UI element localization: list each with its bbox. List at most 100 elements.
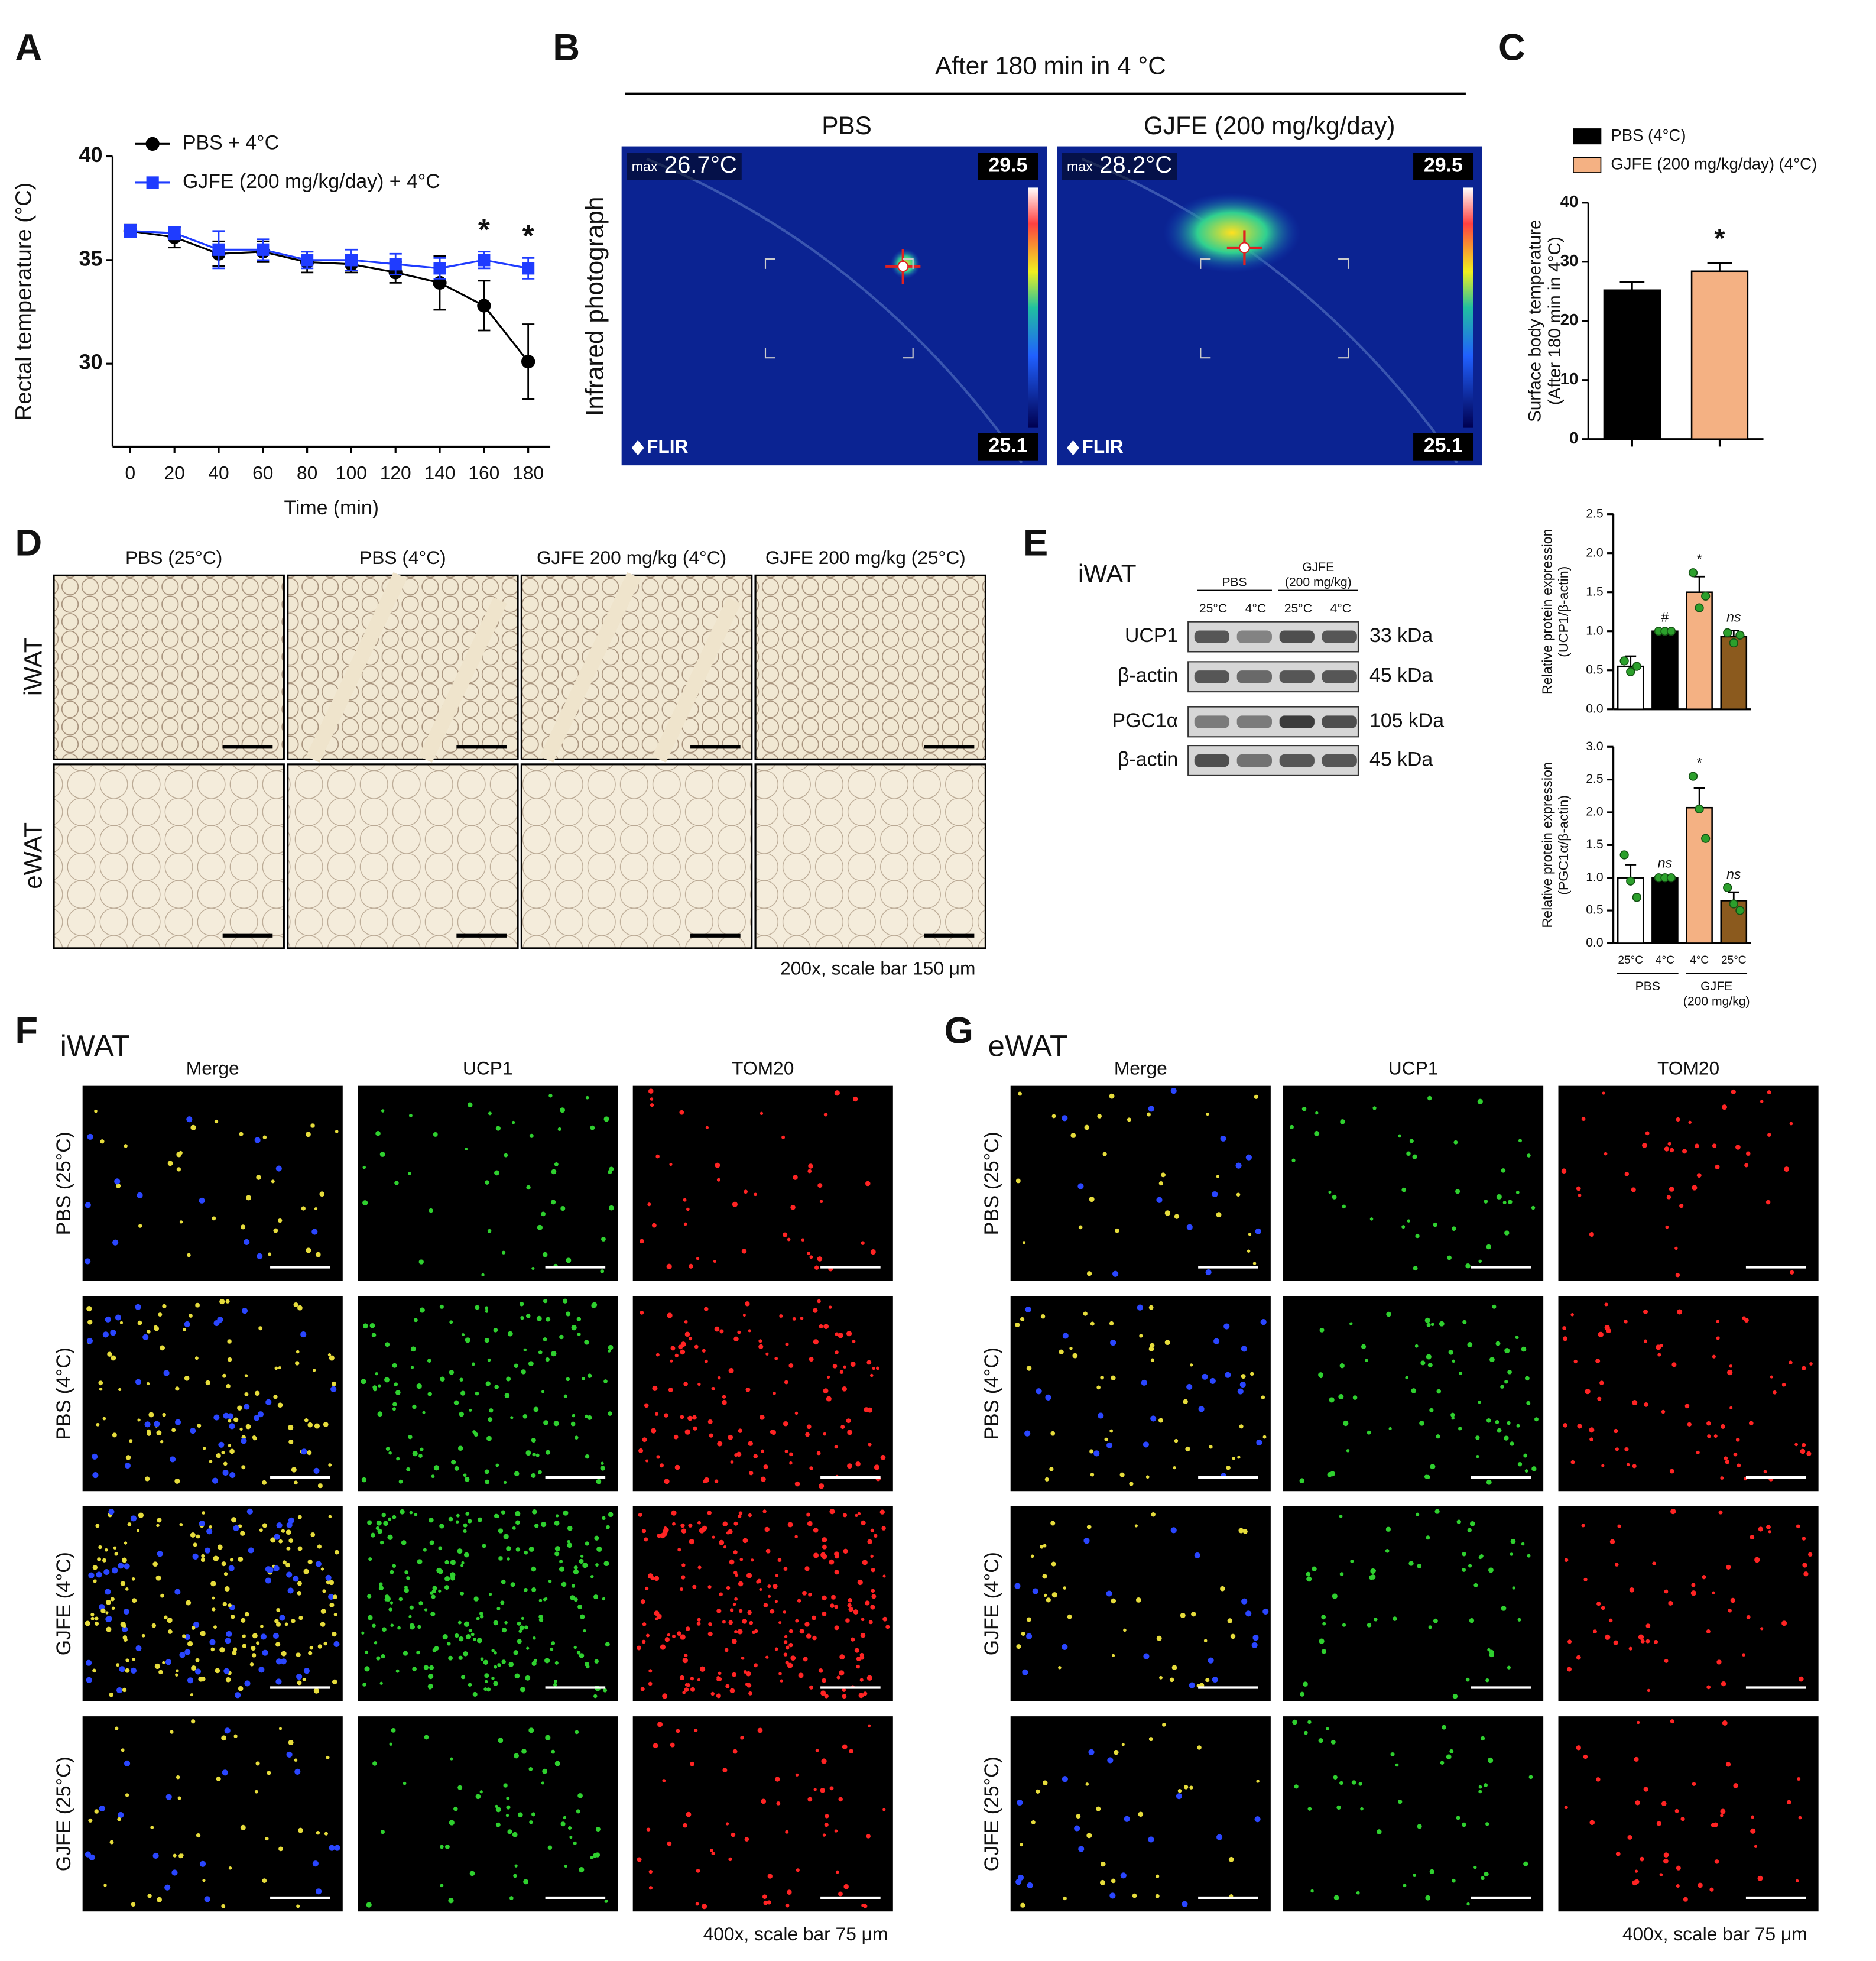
signal bbox=[1134, 1524, 1138, 1528]
signal bbox=[1138, 1811, 1144, 1817]
signal bbox=[418, 1454, 423, 1458]
signal bbox=[684, 1654, 688, 1658]
signal bbox=[212, 1596, 215, 1600]
signal bbox=[726, 1586, 731, 1590]
signal bbox=[684, 1320, 688, 1324]
signal bbox=[444, 1845, 450, 1849]
signal bbox=[514, 1753, 520, 1759]
signal bbox=[1063, 1586, 1067, 1590]
signal bbox=[1797, 1777, 1801, 1781]
signal bbox=[1451, 1226, 1456, 1231]
signal bbox=[655, 1353, 660, 1357]
signal bbox=[1562, 1326, 1567, 1331]
signal bbox=[1132, 1893, 1137, 1898]
signal bbox=[1321, 1649, 1327, 1654]
signal bbox=[849, 1749, 853, 1754]
signal bbox=[1415, 1233, 1420, 1239]
signal bbox=[1312, 1566, 1317, 1571]
signal bbox=[672, 1634, 676, 1638]
signal bbox=[1781, 1382, 1786, 1387]
signal bbox=[818, 1668, 823, 1673]
y-tick-label: 20 bbox=[1560, 310, 1579, 329]
signal bbox=[596, 1546, 602, 1552]
signal bbox=[1523, 1861, 1528, 1866]
signal bbox=[231, 1615, 235, 1619]
signal bbox=[660, 1644, 666, 1650]
signal bbox=[1733, 1452, 1738, 1457]
signal bbox=[1478, 1785, 1482, 1789]
signal bbox=[882, 1808, 886, 1811]
signal bbox=[267, 1771, 271, 1775]
signal bbox=[144, 1421, 151, 1428]
signal bbox=[545, 1450, 551, 1455]
signal bbox=[1647, 1688, 1650, 1693]
signal bbox=[251, 1645, 256, 1651]
signal bbox=[1800, 1448, 1806, 1454]
signal bbox=[722, 1399, 727, 1405]
signal bbox=[1156, 1635, 1162, 1641]
signal bbox=[429, 1540, 434, 1545]
signal bbox=[784, 1380, 788, 1385]
signal bbox=[1479, 1554, 1484, 1558]
background-contour bbox=[1081, 157, 1458, 464]
signal bbox=[429, 1517, 434, 1523]
signal bbox=[221, 1451, 225, 1455]
blot-band bbox=[1322, 670, 1357, 683]
signal bbox=[809, 1466, 813, 1470]
signal bbox=[265, 1836, 269, 1841]
signal bbox=[1042, 1574, 1047, 1579]
signal bbox=[442, 1634, 448, 1640]
signal bbox=[521, 1748, 527, 1754]
signal bbox=[1176, 1793, 1182, 1800]
signal bbox=[494, 1665, 498, 1669]
signal bbox=[1078, 1225, 1083, 1230]
signal bbox=[275, 1165, 282, 1172]
signal bbox=[416, 1383, 422, 1389]
signal bbox=[525, 1314, 531, 1318]
signal bbox=[1521, 1346, 1527, 1352]
signal bbox=[162, 1661, 165, 1664]
color-scale bbox=[1028, 187, 1038, 428]
signal bbox=[690, 1677, 694, 1681]
signal bbox=[100, 1139, 105, 1144]
signal bbox=[448, 1516, 453, 1522]
signal bbox=[455, 1520, 459, 1524]
signal bbox=[1289, 1124, 1294, 1129]
signal bbox=[657, 1533, 661, 1538]
signal bbox=[1230, 1633, 1236, 1639]
signal bbox=[834, 1445, 838, 1449]
signal bbox=[1798, 1676, 1804, 1682]
signal bbox=[806, 1424, 812, 1430]
signal bbox=[587, 1415, 592, 1420]
signal bbox=[853, 1609, 859, 1615]
blot-band bbox=[1194, 670, 1230, 683]
signal bbox=[1245, 1610, 1252, 1617]
annotation: * bbox=[478, 212, 490, 246]
signal bbox=[748, 1329, 751, 1333]
signal bbox=[422, 1411, 426, 1414]
signal bbox=[433, 1465, 440, 1471]
signal bbox=[317, 1483, 323, 1489]
signal bbox=[1050, 1431, 1056, 1436]
column-head: Merge bbox=[186, 1058, 239, 1079]
row-label: GJFE (4°C) bbox=[53, 1552, 75, 1655]
signal bbox=[291, 1467, 297, 1473]
signal bbox=[1018, 1091, 1022, 1096]
signal bbox=[517, 1621, 521, 1626]
signal bbox=[427, 1392, 432, 1396]
signal bbox=[1576, 1655, 1581, 1660]
signal bbox=[279, 1615, 285, 1621]
signal bbox=[1110, 1340, 1116, 1346]
signal bbox=[796, 1868, 800, 1872]
signal bbox=[1489, 1652, 1494, 1658]
signal bbox=[1729, 1364, 1733, 1368]
signal bbox=[403, 1781, 407, 1785]
signal bbox=[1784, 1166, 1790, 1172]
signal bbox=[690, 1687, 696, 1692]
signal bbox=[414, 1513, 418, 1516]
signal bbox=[448, 1898, 454, 1904]
signal bbox=[1718, 1510, 1723, 1515]
signal bbox=[684, 1687, 689, 1692]
signal bbox=[535, 1453, 540, 1457]
signal bbox=[785, 1830, 789, 1834]
